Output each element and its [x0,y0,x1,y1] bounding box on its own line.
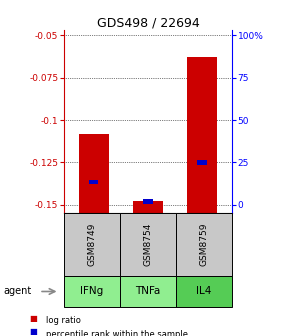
Title: GDS498 / 22694: GDS498 / 22694 [97,16,199,29]
Text: GSM8749: GSM8749 [87,223,96,266]
Bar [143,199,153,204]
Text: TNFa: TNFa [135,287,161,296]
Text: log ratio: log ratio [46,317,81,325]
Text: IL4: IL4 [196,287,212,296]
Text: percentile rank within the sample: percentile rank within the sample [46,330,188,336]
Text: agent: agent [3,287,31,296]
Bar [197,160,207,165]
Text: ■: ■ [29,314,37,323]
Bar [89,180,98,184]
Text: GSM8754: GSM8754 [143,223,153,266]
Bar [187,57,217,213]
Text: ■: ■ [29,327,37,336]
Text: IFNg: IFNg [80,287,104,296]
Bar [133,202,163,213]
Bar [79,134,108,213]
Text: GSM8759: GSM8759 [200,223,209,266]
